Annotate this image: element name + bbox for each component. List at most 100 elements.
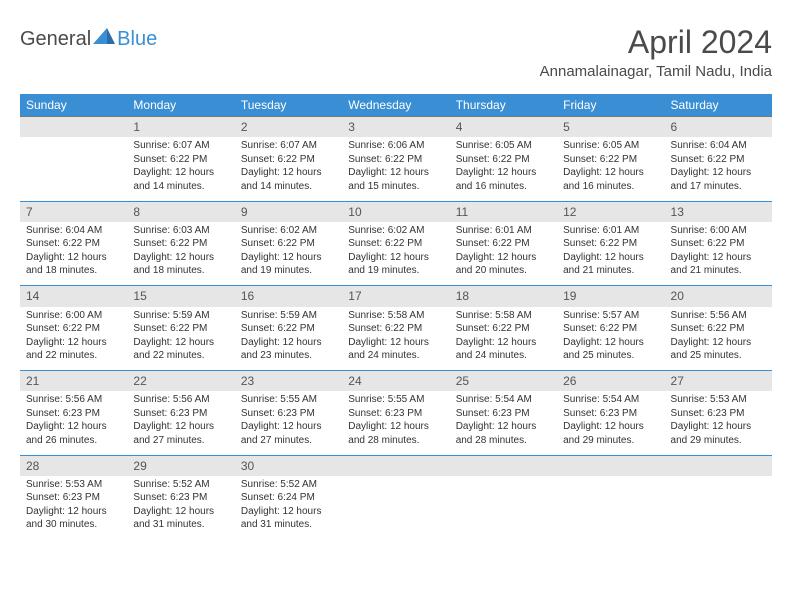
daylight-line2: and 16 minutes.	[456, 180, 551, 194]
sunrise-text: Sunrise: 5:57 AM	[563, 309, 658, 323]
daylight-line2: and 14 minutes.	[241, 180, 336, 194]
sunset-text: Sunset: 6:22 PM	[456, 153, 551, 167]
weekday-header: Friday	[557, 94, 664, 117]
sunset-text: Sunset: 6:22 PM	[26, 237, 121, 251]
day-number	[665, 455, 772, 476]
daylight-line1: Daylight: 12 hours	[671, 336, 766, 350]
weekday-header: Saturday	[665, 94, 772, 117]
day-number: 7	[20, 201, 127, 222]
day-cell: Sunrise: 5:53 AMSunset: 6:23 PMDaylight:…	[20, 476, 127, 540]
sunset-text: Sunset: 6:22 PM	[671, 322, 766, 336]
sunrise-text: Sunrise: 5:56 AM	[671, 309, 766, 323]
daylight-line1: Daylight: 12 hours	[241, 166, 336, 180]
day-number: 14	[20, 286, 127, 307]
day-cell: Sunrise: 6:04 AMSunset: 6:22 PMDaylight:…	[665, 137, 772, 201]
sunset-text: Sunset: 6:23 PM	[133, 491, 228, 505]
day-cell: Sunrise: 5:54 AMSunset: 6:23 PMDaylight:…	[450, 391, 557, 455]
daylight-line1: Daylight: 12 hours	[133, 251, 228, 265]
day-number: 4	[450, 117, 557, 138]
day-number: 16	[235, 286, 342, 307]
calendar-table: Sunday Monday Tuesday Wednesday Thursday…	[20, 94, 772, 540]
day-cell: Sunrise: 5:59 AMSunset: 6:22 PMDaylight:…	[235, 307, 342, 371]
day-number	[557, 455, 664, 476]
sunset-text: Sunset: 6:22 PM	[563, 322, 658, 336]
sunrise-text: Sunrise: 6:05 AM	[456, 139, 551, 153]
daylight-line1: Daylight: 12 hours	[26, 251, 121, 265]
weekday-header: Tuesday	[235, 94, 342, 117]
daylight-line2: and 21 minutes.	[563, 264, 658, 278]
title-block: April 2024 Annamalainagar, Tamil Nadu, I…	[540, 24, 772, 80]
sunrise-text: Sunrise: 5:54 AM	[563, 393, 658, 407]
daylight-line1: Daylight: 12 hours	[671, 166, 766, 180]
daylight-line1: Daylight: 12 hours	[563, 251, 658, 265]
daylight-line1: Daylight: 12 hours	[133, 505, 228, 519]
daylight-line2: and 20 minutes.	[456, 264, 551, 278]
day-number: 15	[127, 286, 234, 307]
daylight-line1: Daylight: 12 hours	[133, 336, 228, 350]
sunrise-text: Sunrise: 6:04 AM	[26, 224, 121, 238]
sunset-text: Sunset: 6:23 PM	[133, 407, 228, 421]
daylight-line2: and 25 minutes.	[671, 349, 766, 363]
day-cell: Sunrise: 5:58 AMSunset: 6:22 PMDaylight:…	[450, 307, 557, 371]
sunset-text: Sunset: 6:24 PM	[241, 491, 336, 505]
daylight-line1: Daylight: 12 hours	[241, 251, 336, 265]
logo: General Blue	[20, 28, 157, 51]
day-content-row: Sunrise: 5:56 AMSunset: 6:23 PMDaylight:…	[20, 391, 772, 455]
daylight-line1: Daylight: 12 hours	[456, 336, 551, 350]
daylight-line2: and 31 minutes.	[133, 518, 228, 532]
daylight-line2: and 24 minutes.	[348, 349, 443, 363]
sunrise-text: Sunrise: 6:04 AM	[671, 139, 766, 153]
day-cell: Sunrise: 6:00 AMSunset: 6:22 PMDaylight:…	[20, 307, 127, 371]
sunset-text: Sunset: 6:23 PM	[26, 407, 121, 421]
day-cell	[557, 476, 664, 540]
day-number: 21	[20, 371, 127, 392]
day-number	[20, 117, 127, 138]
daylight-line1: Daylight: 12 hours	[348, 336, 443, 350]
day-number: 20	[665, 286, 772, 307]
logo-triangle-icon	[93, 28, 115, 44]
sunrise-text: Sunrise: 5:58 AM	[348, 309, 443, 323]
sunrise-text: Sunrise: 5:59 AM	[133, 309, 228, 323]
daylight-line1: Daylight: 12 hours	[26, 336, 121, 350]
sunrise-text: Sunrise: 6:06 AM	[348, 139, 443, 153]
day-number: 17	[342, 286, 449, 307]
sunset-text: Sunset: 6:23 PM	[241, 407, 336, 421]
day-number	[450, 455, 557, 476]
sunset-text: Sunset: 6:22 PM	[348, 237, 443, 251]
month-title: April 2024	[540, 24, 772, 61]
sunset-text: Sunset: 6:22 PM	[348, 322, 443, 336]
day-cell: Sunrise: 5:56 AMSunset: 6:23 PMDaylight:…	[20, 391, 127, 455]
sunrise-text: Sunrise: 5:58 AM	[456, 309, 551, 323]
location: Annamalainagar, Tamil Nadu, India	[540, 63, 772, 80]
sunrise-text: Sunrise: 6:01 AM	[563, 224, 658, 238]
sunrise-text: Sunrise: 6:03 AM	[133, 224, 228, 238]
day-content-row: Sunrise: 6:04 AMSunset: 6:22 PMDaylight:…	[20, 222, 772, 286]
daylight-line1: Daylight: 12 hours	[133, 420, 228, 434]
daylight-line1: Daylight: 12 hours	[241, 420, 336, 434]
daylight-line2: and 18 minutes.	[26, 264, 121, 278]
day-number: 30	[235, 455, 342, 476]
day-cell: Sunrise: 5:54 AMSunset: 6:23 PMDaylight:…	[557, 391, 664, 455]
logo-word2: Blue	[117, 28, 157, 51]
day-cell: Sunrise: 6:02 AMSunset: 6:22 PMDaylight:…	[342, 222, 449, 286]
day-cell: Sunrise: 6:05 AMSunset: 6:22 PMDaylight:…	[557, 137, 664, 201]
day-cell: Sunrise: 5:52 AMSunset: 6:23 PMDaylight:…	[127, 476, 234, 540]
day-cell: Sunrise: 5:52 AMSunset: 6:24 PMDaylight:…	[235, 476, 342, 540]
day-number: 27	[665, 371, 772, 392]
daylight-line2: and 19 minutes.	[348, 264, 443, 278]
sunrise-text: Sunrise: 6:07 AM	[241, 139, 336, 153]
day-cell: Sunrise: 6:07 AMSunset: 6:22 PMDaylight:…	[127, 137, 234, 201]
daylight-line1: Daylight: 12 hours	[241, 336, 336, 350]
daylight-line1: Daylight: 12 hours	[26, 420, 121, 434]
sunset-text: Sunset: 6:22 PM	[241, 153, 336, 167]
sunrise-text: Sunrise: 6:07 AM	[133, 139, 228, 153]
daylight-line2: and 15 minutes.	[348, 180, 443, 194]
daylight-line2: and 25 minutes.	[563, 349, 658, 363]
daylight-line2: and 22 minutes.	[26, 349, 121, 363]
day-number: 22	[127, 371, 234, 392]
sunrise-text: Sunrise: 5:56 AM	[133, 393, 228, 407]
daylight-line1: Daylight: 12 hours	[671, 420, 766, 434]
day-cell: Sunrise: 6:03 AMSunset: 6:22 PMDaylight:…	[127, 222, 234, 286]
sunrise-text: Sunrise: 6:05 AM	[563, 139, 658, 153]
header: General Blue April 2024 Annamalainagar, …	[20, 24, 772, 80]
